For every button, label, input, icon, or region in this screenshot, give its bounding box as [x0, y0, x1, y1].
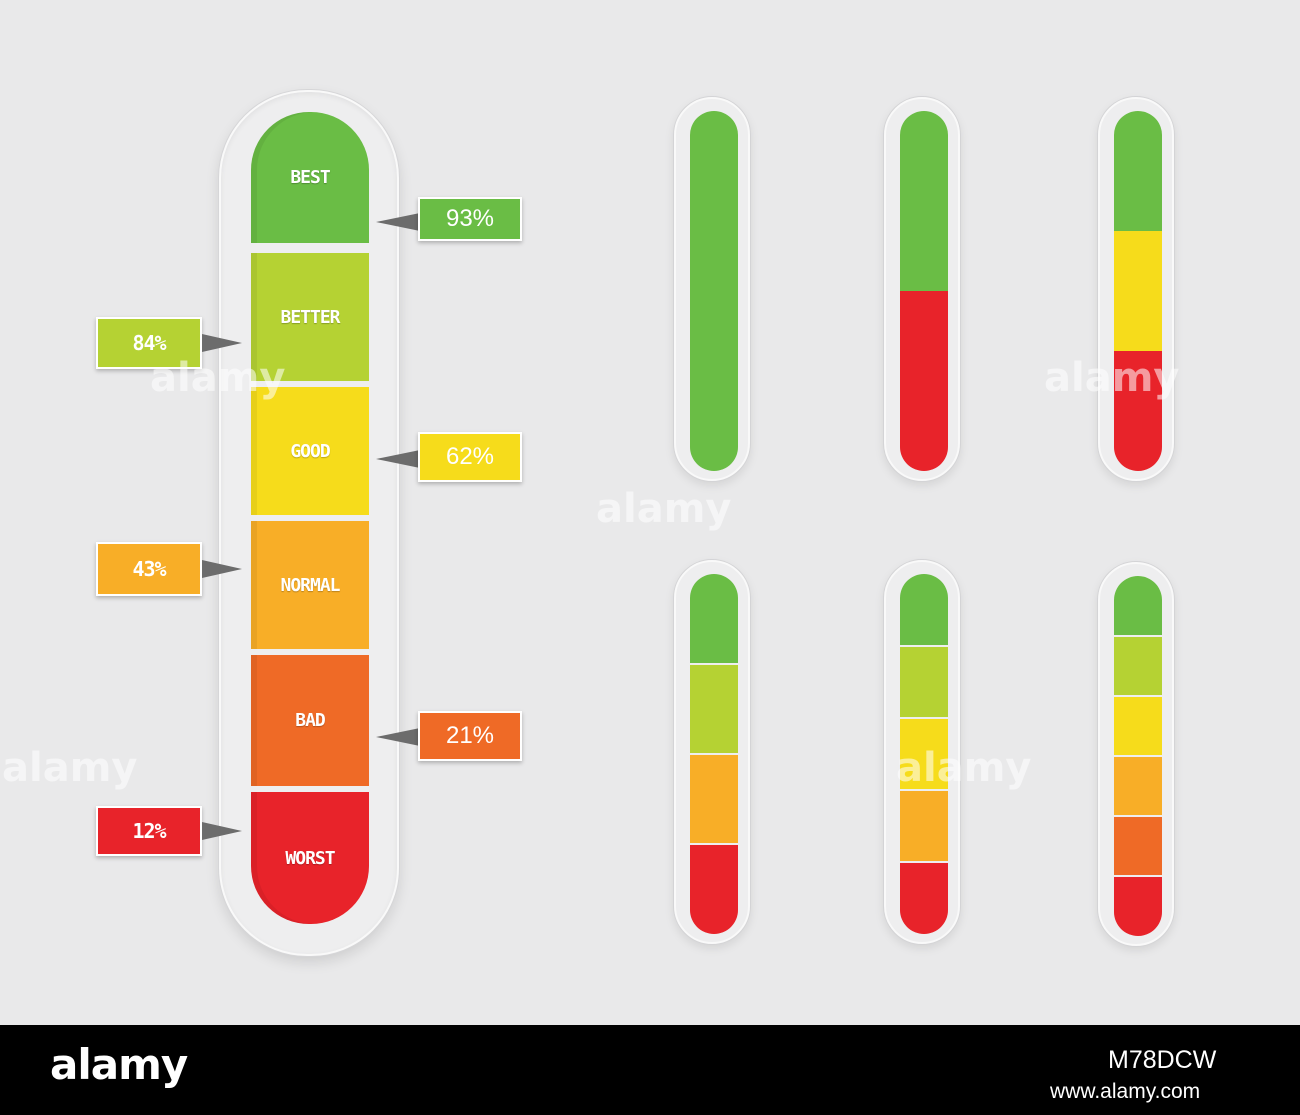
meter-6-divider [1114, 635, 1162, 637]
meter-4-segment-normal [690, 754, 738, 844]
scale-segment-better: BETTER [251, 253, 369, 381]
footer-site-link: www.alamy.com [1050, 1080, 1201, 1103]
meter-3-fill [1114, 111, 1162, 471]
meter-6 [1098, 562, 1174, 946]
watermark-5: alamy [896, 745, 1032, 791]
scale-label-normal: NORMAL [280, 574, 340, 596]
meter-6-segment-better [1114, 636, 1162, 696]
meter-1-segment-best [690, 111, 738, 471]
meter-4-segment-best [690, 574, 738, 664]
callout-bad: 21% [418, 711, 522, 761]
meter-4-divider [690, 843, 738, 845]
meter-5-divider [900, 717, 948, 719]
callout-best-value: 93% [445, 205, 495, 232]
callout-better: 84% [96, 317, 202, 369]
meter-6-divider [1114, 695, 1162, 697]
meter-4-divider [690, 753, 738, 755]
meter-3-segment-best [1114, 111, 1162, 231]
meter-5-segment-better [900, 646, 948, 718]
pointer-bad [376, 728, 420, 746]
scale-segment-bad: BAD [251, 655, 369, 786]
callout-normal-value: 43% [132, 557, 166, 581]
callout-best: 93% [418, 197, 522, 241]
callout-better-value: 84% [132, 331, 166, 355]
meter-4-divider [690, 663, 738, 665]
pointer-good [376, 450, 420, 468]
scale-label-good: GOOD [290, 440, 330, 462]
meter-5-fill [900, 574, 948, 934]
meter-4-segment-better [690, 664, 738, 754]
meter-5-divider [900, 645, 948, 647]
scale-label-worst: WORST [285, 847, 335, 869]
meter-5-divider [900, 861, 948, 863]
scale-label-bad: BAD [295, 710, 325, 731]
meter-5-segment-normal [900, 790, 948, 862]
meter-2-fill [900, 111, 948, 471]
meter-6-segment-worst [1114, 876, 1162, 936]
scale-segment-worst: WORST [251, 792, 369, 924]
meter-5 [884, 560, 960, 944]
meter-6-fill [1114, 576, 1162, 936]
callout-good-value: 62% [445, 443, 495, 470]
pointer-best [376, 213, 420, 231]
meter-4-fill [690, 574, 738, 934]
scale-segment-good: GOOD [251, 387, 369, 515]
meter-4 [674, 560, 750, 944]
footer-bar [0, 1025, 1300, 1115]
footer-image-code: M78DCW [1108, 1046, 1217, 1074]
scale-segment-best: BEST [251, 112, 369, 243]
meter-3-segment-good [1114, 231, 1162, 351]
scale-label-better: BETTER [280, 306, 340, 328]
meter-6-segment-good [1114, 696, 1162, 756]
meter-6-segment-bad [1114, 816, 1162, 876]
meter-4-segment-worst [690, 844, 738, 934]
watermark-4: alamy [2, 745, 138, 791]
meter-5-segment-good [900, 718, 948, 790]
callout-good: 62% [418, 432, 522, 482]
callout-worst-value: 12% [132, 819, 166, 843]
scale-segment-normal: NORMAL [251, 521, 369, 649]
callout-worst: 12% [96, 806, 202, 856]
watermark-1: alamy [150, 355, 286, 401]
meter-1-fill [690, 111, 738, 471]
meter-2-segment-worst [900, 291, 948, 471]
callout-bad-value: 21% [445, 722, 495, 749]
pointer-worst [202, 822, 242, 840]
footer-logo: alamy [50, 1040, 188, 1089]
meter-5-segment-worst [900, 862, 948, 934]
watermark-2: alamy [596, 486, 732, 532]
meter-5-divider [900, 789, 948, 791]
watermark-3: alamy [1044, 355, 1180, 401]
meter-6-divider [1114, 815, 1162, 817]
meter-2-segment-best [900, 111, 948, 291]
meter-6-divider [1114, 755, 1162, 757]
meter-6-segment-best [1114, 576, 1162, 636]
meter-3 [1098, 97, 1174, 481]
meter-6-segment-normal [1114, 756, 1162, 816]
pointer-normal [202, 560, 242, 578]
scale-label-best: BEST [290, 167, 330, 188]
meter-5-segment-best [900, 574, 948, 646]
meter-6-divider [1114, 875, 1162, 877]
meter-1 [674, 97, 750, 481]
callout-normal: 43% [96, 542, 202, 596]
meter-3-segment-worst [1114, 351, 1162, 471]
pointer-better [202, 334, 242, 352]
meter-2 [884, 97, 960, 481]
